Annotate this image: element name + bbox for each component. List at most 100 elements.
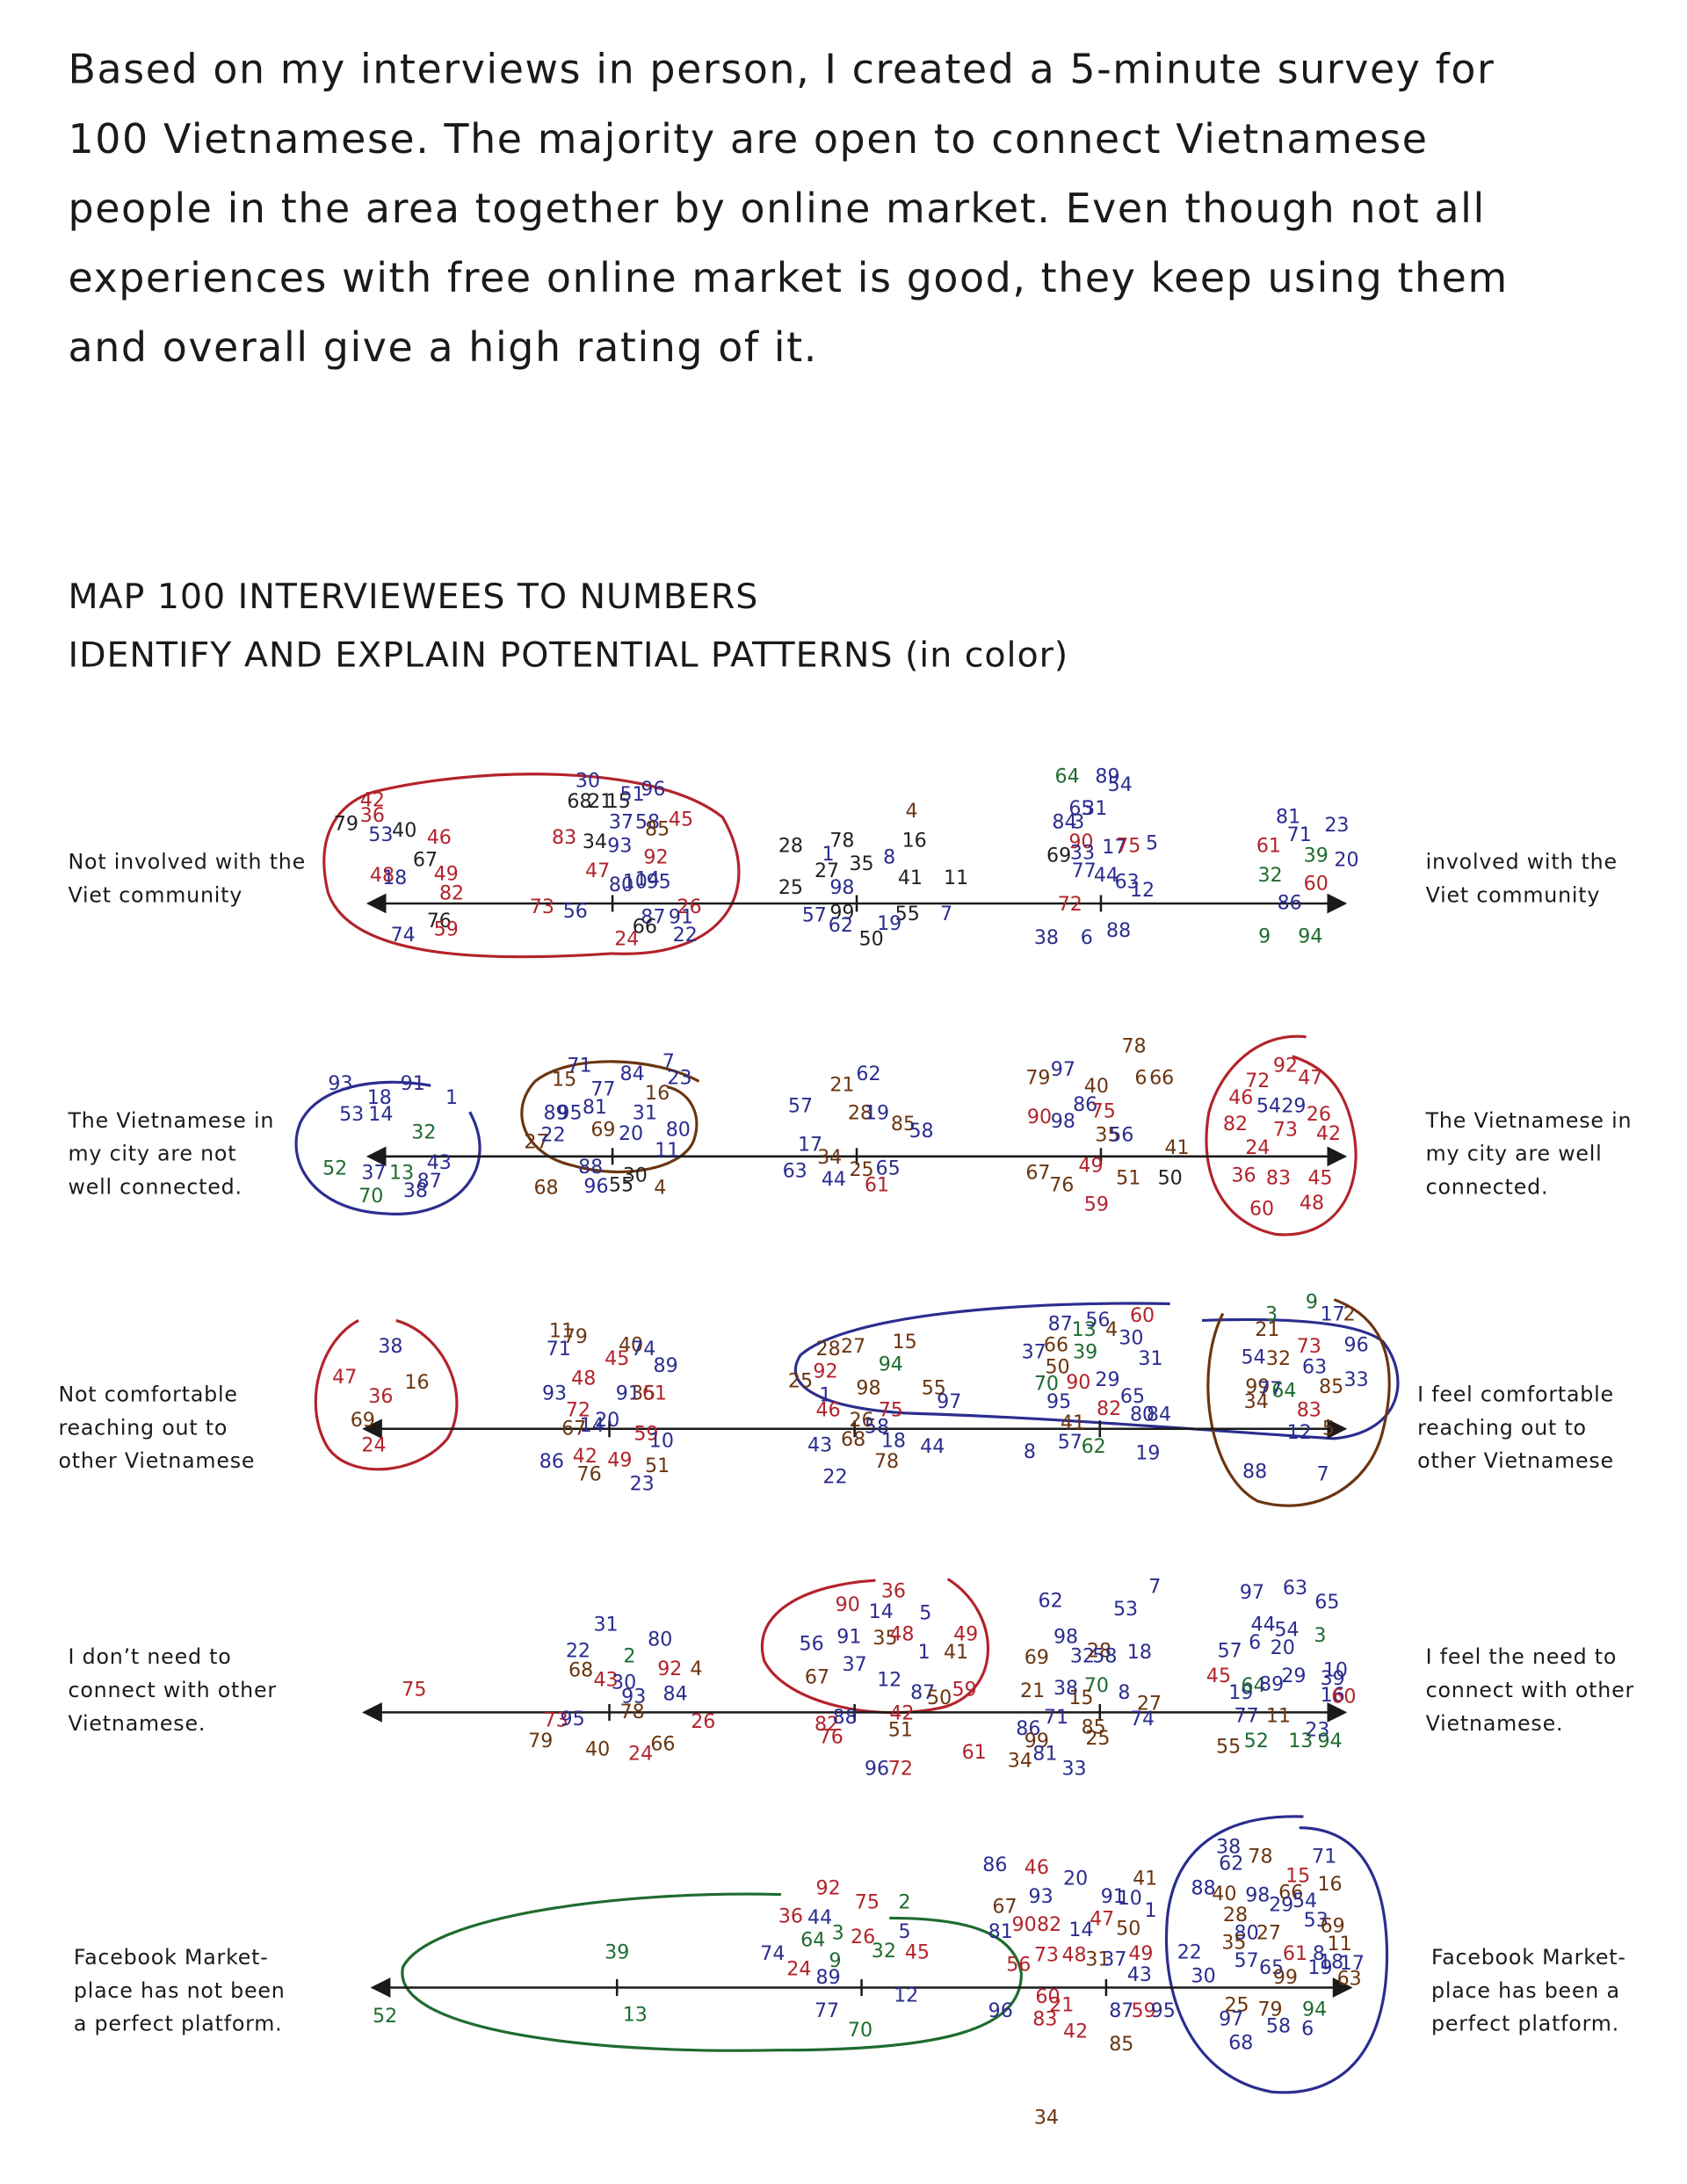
interviewee-number: 86 <box>982 1854 1007 1876</box>
interviewee-number: 38 <box>403 1179 428 1202</box>
interviewee-number: 94 <box>879 1353 903 1376</box>
interviewee-number: 17 <box>798 1134 822 1157</box>
interviewee-number: 53 <box>1304 1909 1329 1932</box>
pattern-loop <box>1165 1815 1388 2094</box>
interviewee-number: 67 <box>561 1417 586 1440</box>
interviewee-number: 13 <box>623 2004 648 2027</box>
interviewee-number: 63 <box>1115 871 1140 894</box>
interviewee-number: 59 <box>434 918 459 941</box>
right-label: connected. <box>1426 1175 1549 1200</box>
interviewee-number: 54 <box>1108 773 1133 796</box>
interviewee-number: 99 <box>1025 1730 1049 1752</box>
interviewee-number: 92 <box>657 1658 682 1680</box>
interviewee-number: 66 <box>633 915 657 938</box>
left-label: other Vietnamese <box>58 1448 255 1473</box>
interviewee-number: 79 <box>334 812 358 835</box>
pattern-loop <box>294 1080 481 1215</box>
interviewee-number: 63 <box>1302 1356 1327 1379</box>
interviewee-number: 67 <box>1025 1161 1050 1184</box>
interviewee-number: 57 <box>788 1094 813 1117</box>
interviewee-number: 53 <box>368 824 393 846</box>
interviewee-number: 12 <box>1130 879 1155 902</box>
interviewee-number: 96 <box>583 1175 608 1198</box>
left-label: reaching out to <box>58 1415 228 1440</box>
interviewee-number: 88 <box>578 1156 603 1179</box>
interviewee-number: 31 <box>633 1101 657 1124</box>
interviewee-number: 97 <box>1240 1581 1264 1604</box>
interviewee-number: 51 <box>645 1455 670 1477</box>
interviewee-number: 9 <box>1306 1290 1318 1313</box>
interviewee-number: 57 <box>1234 1949 1259 1972</box>
interviewee-number: 20 <box>1334 848 1358 871</box>
interviewee-number: 49 <box>607 1449 632 1472</box>
interviewee-number: 86 <box>539 1450 564 1473</box>
interviewee-number: 97 <box>1219 2007 1243 2030</box>
interviewee-number: 50 <box>1045 1356 1069 1379</box>
interviewee-number: 71 <box>547 1338 571 1360</box>
interviewee-number: 29 <box>1281 1094 1306 1117</box>
interviewee-number: 75 <box>1091 1100 1116 1123</box>
interviewee-number: 10 <box>1323 1658 1348 1681</box>
interviewee-number: 32 <box>1257 864 1282 887</box>
interviewee-number: 19 <box>865 1101 889 1124</box>
interviewee-number: 63 <box>783 1160 807 1183</box>
interviewee-number: 19 <box>1135 1442 1160 1465</box>
interviewee-number: 7 <box>1148 1576 1161 1599</box>
left-label: a perfect platform. <box>74 2012 283 2036</box>
interviewee-number: 78 <box>829 829 854 852</box>
interviewee-number: 21 <box>1255 1318 1279 1341</box>
interviewee-number: 32 <box>1070 1645 1095 1668</box>
interviewee-number: 76 <box>819 1725 844 1748</box>
interviewee-number: 80 <box>666 1118 691 1141</box>
interviewee-number: 35 <box>631 1382 655 1405</box>
interviewee-number: 80 <box>1234 1921 1259 1944</box>
interviewee-number: 91 <box>1101 1885 1126 1908</box>
interviewee-number: 76 <box>427 910 452 932</box>
interviewee-number: 96 <box>865 1758 889 1781</box>
interviewee-number: 61 <box>642 1382 667 1405</box>
interviewee-number: 29 <box>1095 1368 1119 1391</box>
interviewee-number: 42 <box>360 788 385 811</box>
interviewee-number: 2 <box>1343 1303 1356 1326</box>
interviewee-number: 95 <box>557 1101 582 1124</box>
interviewee-number: 95 <box>647 871 671 894</box>
interviewee-number: 82 <box>815 1713 839 1736</box>
interviewee-number: 30 <box>1191 1964 1216 1987</box>
interviewee-number: 90 <box>836 1593 860 1616</box>
interviewee-number: 79 <box>563 1325 588 1348</box>
interviewee-number: 38 <box>378 1335 402 1358</box>
interviewee-number: 74 <box>631 1338 655 1360</box>
intro-line: people in the area together by online ma… <box>69 185 1486 232</box>
interviewee-number: 52 <box>1244 1730 1269 1752</box>
interviewee-number: 1 <box>445 1086 458 1109</box>
interviewee-number: 75 <box>855 1891 880 1914</box>
interviewee-number: 80 <box>648 1629 672 1651</box>
interviewee-number: 11 <box>944 867 968 889</box>
interviewee-number: 24 <box>628 1742 653 1765</box>
interviewee-number: 10 <box>649 1430 674 1453</box>
interviewee-number: 11 <box>655 1139 679 1162</box>
section-heading: MAP 100 INTERVIEWEES TO NUMBERS IDENTIFY … <box>69 577 1068 675</box>
left-label: Not comfortable <box>58 1382 237 1406</box>
interviewee-number: 94 <box>1298 925 1322 947</box>
interviewee-number: 93 <box>328 1072 352 1095</box>
interviewee-number: 30 <box>1119 1326 1143 1349</box>
interviewee-number: 44 <box>1251 1613 1276 1636</box>
right-label: other Vietnamese <box>1417 1448 1614 1473</box>
interviewee-number: 10 <box>623 871 648 894</box>
interviewee-number: 57 <box>802 904 827 927</box>
interviewee-number: 15 <box>1068 1687 1093 1709</box>
right-label: involved with the <box>1426 850 1618 874</box>
interviewee-number: 84 <box>620 1063 645 1085</box>
left-label: Not involved with the <box>69 850 306 874</box>
interviewee-number: 35 <box>1221 1931 1246 1954</box>
interviewee-number: 93 <box>607 835 632 858</box>
right-label: place has been a <box>1431 1978 1620 2003</box>
interviewee-number: 56 <box>800 1632 824 1655</box>
interviewee-number: 77 <box>1234 1705 1259 1728</box>
right-label: perfect platform. <box>1431 2012 1619 2036</box>
interviewee-number: 16 <box>1321 1684 1345 1707</box>
interviewee-number: 40 <box>1212 1883 1236 1905</box>
